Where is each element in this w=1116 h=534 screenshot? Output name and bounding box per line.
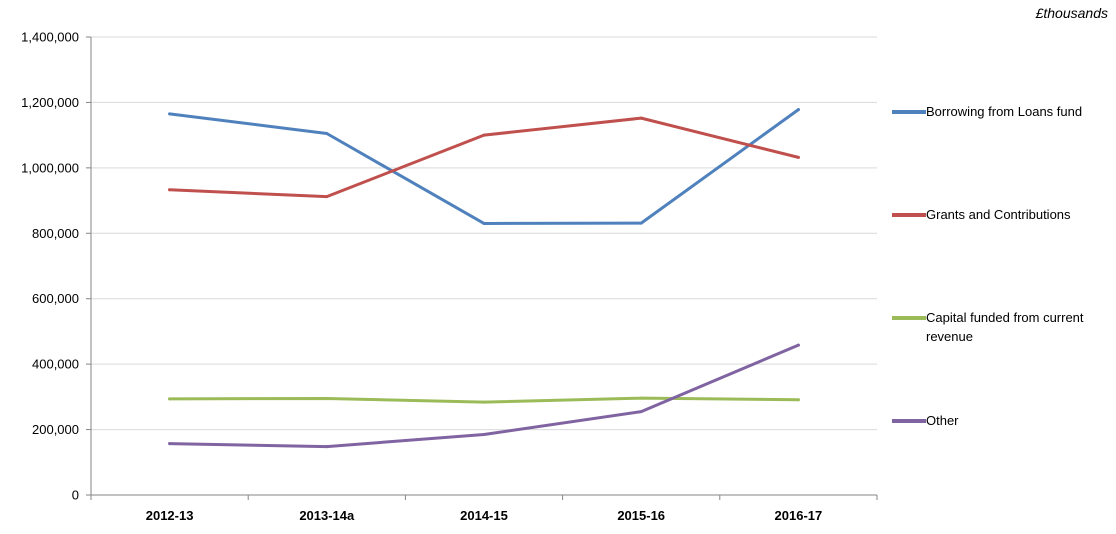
data-point [639, 410, 643, 414]
data-point [639, 221, 643, 225]
data-point [482, 133, 486, 137]
series-line-1 [168, 116, 800, 199]
data-point [168, 188, 172, 192]
gridlines [91, 36, 877, 431]
series-line-0 [168, 108, 800, 225]
legend: Borrowing from Loans fund Grants and Cont… [892, 0, 1112, 534]
legend-label: Other [926, 413, 959, 428]
y-tick-label: 1,200,000 [21, 95, 79, 110]
legend-swatch [892, 213, 926, 217]
series-line-3 [168, 343, 800, 449]
data-point [325, 445, 329, 449]
data-point [796, 343, 800, 347]
data-point [639, 116, 643, 120]
data-point [796, 108, 800, 112]
data-point [168, 397, 172, 401]
legend-label: Borrowing from Loans fund [926, 104, 1083, 119]
legend-item: Grants and Contributions [892, 205, 1106, 224]
unit-label: £thousands [1035, 5, 1108, 21]
x-tick-label: 2015-16 [617, 508, 665, 523]
legend-label: Capital funded from current revenue [926, 310, 1084, 344]
data-point [482, 432, 486, 436]
legend-item: Borrowing from Loans fund [892, 102, 1106, 121]
legend-item: Other [892, 411, 1106, 430]
data-point [482, 221, 486, 225]
y-tick-label: 400,000 [32, 357, 79, 372]
data-point [796, 155, 800, 159]
data-point [796, 398, 800, 402]
data-point [325, 396, 329, 400]
data-point [639, 396, 643, 400]
series-lines [168, 108, 800, 449]
legend-swatch [892, 419, 926, 423]
x-tick-label: 2013-14a [299, 508, 355, 523]
y-tick-label: 800,000 [32, 226, 79, 241]
y-tick-label: 200,000 [32, 422, 79, 437]
legend-swatch [892, 110, 926, 114]
legend-swatch [892, 316, 926, 320]
x-tick-label: 2014-15 [460, 508, 508, 523]
data-point [168, 442, 172, 446]
y-tick-label: 1,400,000 [21, 30, 79, 45]
legend-label: Grants and Contributions [926, 207, 1071, 222]
x-tick-label: 2012-13 [146, 508, 194, 523]
data-point [325, 132, 329, 136]
axes: 0 200,000 400,000 600,000 800,000 1,000,000 1,… [21, 30, 878, 523]
data-point [168, 112, 172, 116]
y-tick-label: 1,000,000 [21, 160, 79, 175]
y-tick-label: 0 [72, 488, 79, 503]
x-tick-label: 2016-17 [775, 508, 823, 523]
y-tick-label: 600,000 [32, 291, 79, 306]
data-point [325, 195, 329, 199]
legend-item: Capital funded from current revenue [892, 308, 1106, 346]
data-point [482, 400, 486, 404]
